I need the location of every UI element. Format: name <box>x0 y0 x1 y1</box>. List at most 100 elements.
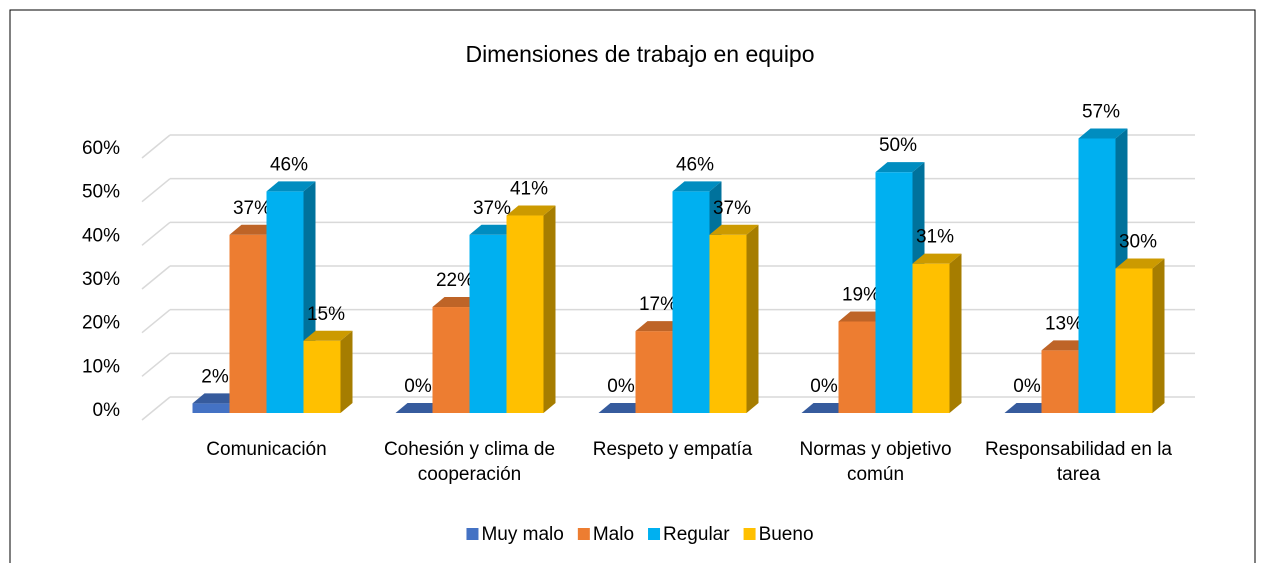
bar-front <box>1041 350 1079 413</box>
y-tick-label: 60% <box>82 138 120 159</box>
bar-top <box>432 297 482 308</box>
bar-front <box>1115 268 1153 413</box>
grid-line <box>141 134 1195 159</box>
bar-top <box>912 253 962 264</box>
data-label: 31% <box>916 227 954 248</box>
legend-label: Muy malo <box>481 524 563 545</box>
grid-side <box>141 178 171 203</box>
bar-top <box>303 330 353 341</box>
bar-top <box>395 403 445 413</box>
y-tick-label: 50% <box>82 182 120 203</box>
data-label: 46% <box>270 154 308 175</box>
data-label: 30% <box>1119 232 1157 253</box>
data-label: 15% <box>307 304 345 325</box>
bar <box>506 205 556 413</box>
legend-label: Bueno <box>759 524 814 545</box>
bar-top <box>672 181 722 192</box>
bar <box>395 403 445 413</box>
grid-side <box>141 396 171 421</box>
data-label: 37% <box>233 198 271 219</box>
legend-swatch <box>577 528 590 540</box>
bar-front <box>709 234 747 413</box>
data-label: 2% <box>201 366 229 387</box>
y-tick-label: 10% <box>82 356 120 377</box>
legend-item: Malo <box>577 524 634 545</box>
data-label: 50% <box>879 135 917 156</box>
data-label: 22% <box>436 270 474 291</box>
data-label: 0% <box>404 376 432 397</box>
y-tick-label: 0% <box>93 400 121 421</box>
bar-front <box>469 234 507 413</box>
bar-side <box>949 253 962 413</box>
bar-side <box>746 224 759 413</box>
bar-front <box>303 340 341 413</box>
bar-top <box>838 311 888 322</box>
legend-item: Bueno <box>743 524 814 545</box>
bar-side <box>543 205 556 413</box>
legend-label: Regular <box>663 524 730 545</box>
chart-title: Dimensiones de trabajo en equipo <box>465 41 814 67</box>
bar-front <box>266 191 304 413</box>
bar-front <box>672 191 710 413</box>
data-label: 41% <box>510 179 548 200</box>
bar-front <box>912 263 950 413</box>
bar <box>801 403 851 413</box>
legend-item: Regular <box>648 524 730 545</box>
bar <box>1004 403 1054 413</box>
y-tick-label: 30% <box>82 269 120 290</box>
bar <box>266 181 316 413</box>
data-label: 19% <box>842 284 880 305</box>
frame <box>9 9 1256 563</box>
data-label: 17% <box>639 294 677 315</box>
bar-front <box>635 331 673 413</box>
bar-front <box>506 215 544 413</box>
bar-side <box>340 330 353 413</box>
y-tick-label: 20% <box>82 313 120 334</box>
legend-label: Malo <box>593 524 634 545</box>
bar-top <box>1004 403 1054 413</box>
bar <box>1115 258 1165 413</box>
bar-top <box>506 205 556 216</box>
grid-side <box>141 309 171 334</box>
x-tick-label: Responsabilidad en la tarea <box>985 439 1172 485</box>
y-tick-label: 40% <box>82 225 120 246</box>
grid-side <box>141 265 171 290</box>
bar-front <box>838 321 876 413</box>
bar-top <box>709 224 759 235</box>
bar-top <box>469 224 519 235</box>
grid-line <box>141 177 1195 203</box>
legend-item: Muy malo <box>466 524 564 545</box>
x-tick-label: Cohesión y clima de cooperación <box>383 439 556 485</box>
bar-top <box>1115 258 1165 269</box>
x-tick-label: Respeto y empatía <box>592 439 753 460</box>
legend-swatch <box>648 528 661 540</box>
x-tick-label: Normas y objetivo común <box>799 439 952 485</box>
bar-top <box>635 321 685 332</box>
bar-front <box>432 307 470 413</box>
bar <box>709 224 759 413</box>
data-label: 13% <box>1045 313 1083 334</box>
bar-top <box>192 393 242 404</box>
data-label: 37% <box>473 198 511 219</box>
x-tick-label: Comunicación <box>206 439 327 460</box>
legend-swatch <box>743 528 756 540</box>
bar-front <box>1078 138 1116 413</box>
bar <box>912 253 962 413</box>
legend-swatch <box>466 528 479 540</box>
data-label: 0% <box>607 376 635 397</box>
bar-top <box>229 224 279 235</box>
grid-side <box>141 134 171 159</box>
bar-top <box>875 162 925 173</box>
bar-top <box>266 181 316 192</box>
bar-front <box>229 234 267 413</box>
grid-side <box>141 221 171 246</box>
bar-top <box>801 403 851 413</box>
bar-side <box>1152 258 1165 413</box>
bar <box>303 330 353 413</box>
bar <box>598 403 648 413</box>
data-label: 0% <box>810 376 838 397</box>
data-label: 46% <box>676 154 714 175</box>
bar-top <box>1041 340 1091 351</box>
data-label: 57% <box>1082 101 1120 122</box>
